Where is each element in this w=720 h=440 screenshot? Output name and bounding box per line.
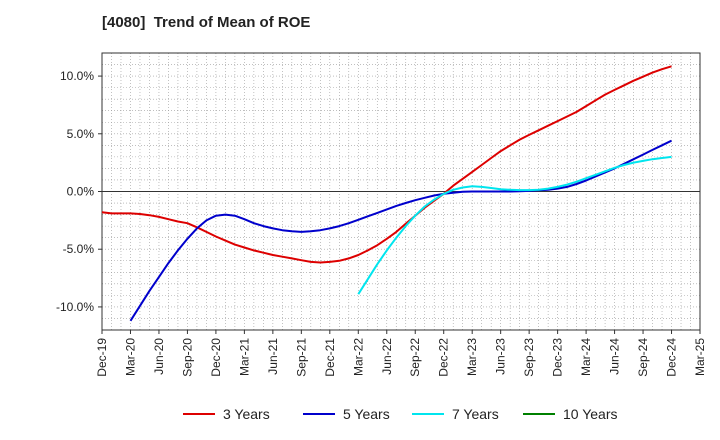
legend: 3 Years 5 Years 7 Years 10 Years: [0, 402, 720, 426]
axes: 10.0% 5.0% 0.0% -5.0% -10.0% Dec-19 Mar-20 Jun-…: [56, 52, 707, 377]
series-line-5-years: [129, 139, 672, 322]
legend-item: 3 Years: [183, 402, 270, 426]
x-tick-label: Jun-24: [608, 338, 622, 375]
legend-label: 3 Years: [223, 406, 270, 422]
x-tick-label: Sep-20: [180, 338, 194, 377]
legend-label: 7 Years: [452, 406, 499, 422]
y-tick-label: 0.0%: [67, 185, 95, 199]
legend-label: 10 Years: [563, 406, 618, 422]
x-tick-label: Mar-20: [123, 338, 137, 376]
x-tick-label: Mar-25: [693, 338, 707, 376]
x-tick-label: Dec-22: [437, 338, 451, 377]
x-tick-label: Jun-22: [380, 338, 394, 375]
x-tick-label: Sep-22: [408, 338, 422, 377]
x-tick-label: Jun-20: [152, 338, 166, 375]
y-tick-label: -5.0%: [63, 242, 95, 256]
x-tick-label: Dec-24: [665, 338, 679, 377]
legend-swatch: [303, 413, 335, 415]
series-lines: [101, 65, 672, 322]
legend-item: 10 Years: [523, 402, 618, 426]
x-tick-label: Dec-19: [95, 338, 109, 377]
x-tick-label: Sep-21: [294, 338, 308, 377]
x-tick-label: Dec-20: [209, 338, 223, 377]
legend-label: 5 Years: [343, 406, 390, 422]
x-tick-label: Sep-23: [522, 338, 536, 377]
legend-swatch: [412, 413, 444, 415]
x-tick-label: Dec-21: [323, 338, 337, 377]
legend-swatch: [523, 413, 555, 415]
y-tick-label: 10.0%: [60, 69, 94, 83]
x-tick-label: Mar-24: [579, 338, 593, 376]
y-tick-label: 5.0%: [67, 127, 95, 141]
y-tick-label: -10.0%: [56, 300, 94, 314]
x-tick-label: Sep-24: [636, 338, 650, 377]
legend-item: 7 Years: [412, 402, 499, 426]
x-tick-label: Jun-23: [494, 338, 508, 375]
x-tick-label: Jun-21: [266, 338, 280, 375]
legend-swatch: [183, 413, 215, 415]
line-chart: 10.0% 5.0% 0.0% -5.0% -10.0% Dec-19 Mar-20 Jun-…: [56, 52, 707, 377]
series-line-7-years: [357, 155, 672, 295]
chart-title: [4080] Trend of Mean of ROE: [102, 14, 311, 31]
x-tick-label: Mar-23: [465, 338, 479, 376]
legend-item: 5 Years: [303, 402, 390, 426]
x-tick-label: Mar-21: [237, 338, 251, 376]
x-tick-label: Mar-22: [351, 338, 365, 376]
x-tick-label: Dec-23: [551, 338, 565, 377]
